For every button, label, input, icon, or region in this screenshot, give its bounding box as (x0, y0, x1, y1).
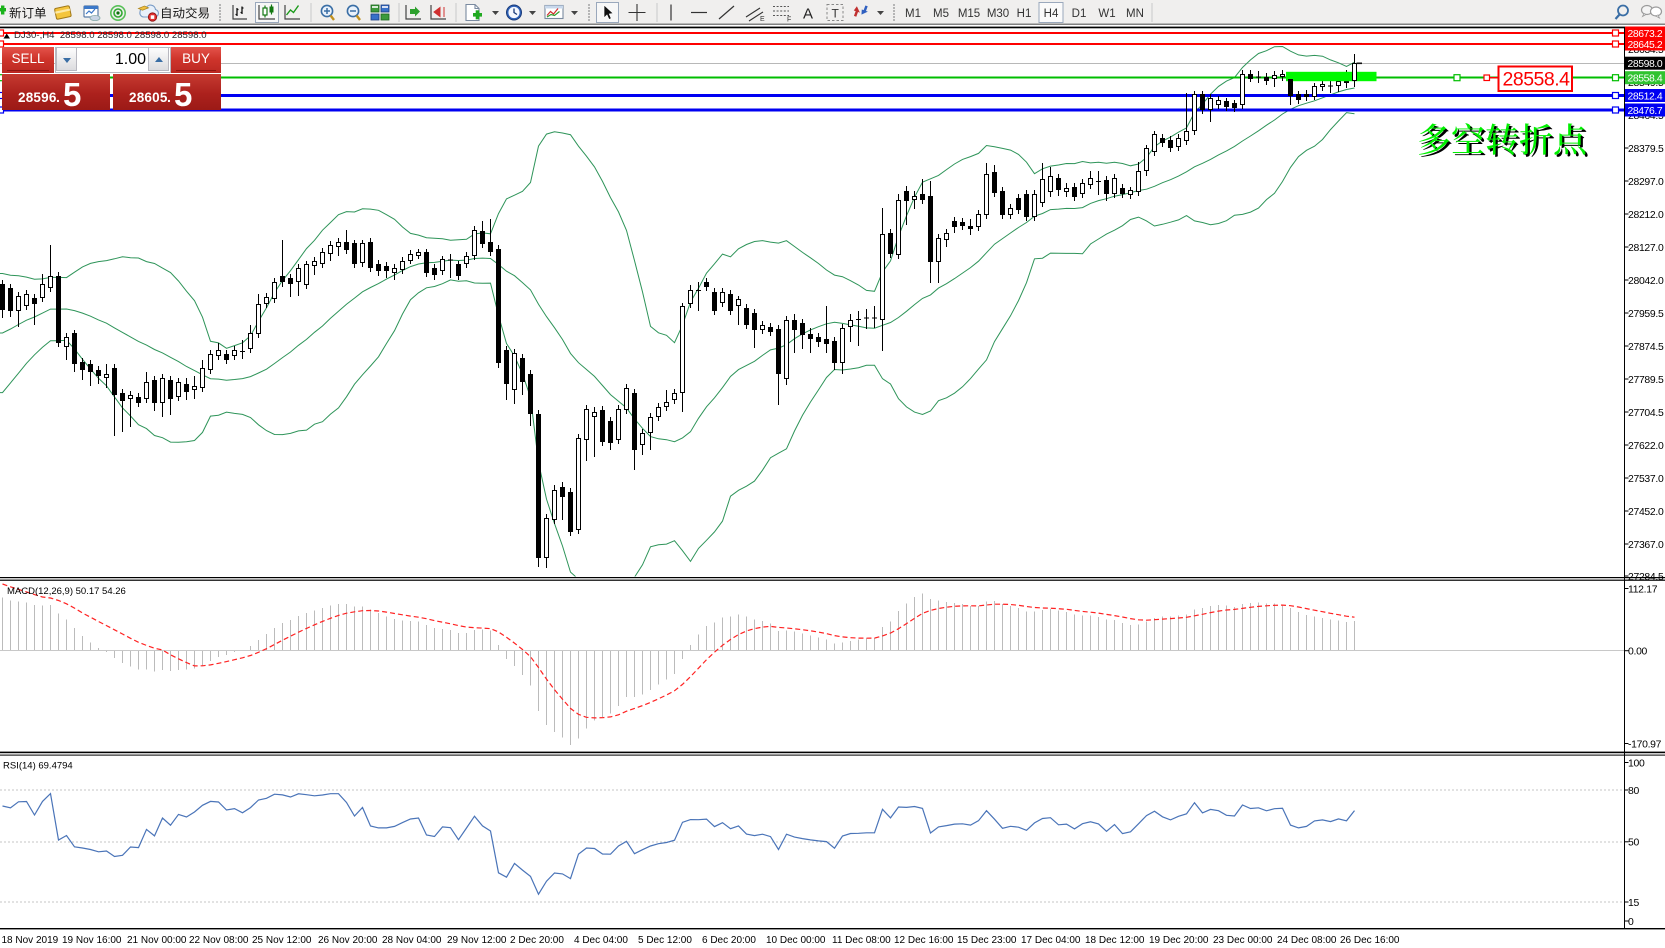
svg-text:19 Dec 20:00: 19 Dec 20:00 (1149, 935, 1209, 946)
svg-text:28558.4: 28558.4 (1503, 69, 1571, 91)
svg-text:27622.0: 27622.0 (1628, 441, 1664, 452)
svg-text:2 Dec 20:00: 2 Dec 20:00 (510, 935, 564, 946)
svg-text:6 Dec 20:00: 6 Dec 20:00 (702, 935, 756, 946)
svg-text:27537.0: 27537.0 (1628, 474, 1664, 485)
svg-text:F: F (787, 17, 791, 24)
svg-text:-170.97: -170.97 (1628, 739, 1662, 750)
svg-text:5 Dec 12:00: 5 Dec 12:00 (638, 935, 692, 946)
svg-text:DJ30-,H4 28598.0 28598.0 2859: DJ30-,H4 28598.0 28598.0 28598.0 28598.0 (14, 30, 207, 41)
svg-text:17 Dec 04:00: 17 Dec 04:00 (1021, 935, 1081, 946)
svg-text:0: 0 (1628, 917, 1634, 928)
svg-text:28042.0: 28042.0 (1628, 276, 1664, 287)
svg-text:28 Nov 04:00: 28 Nov 04:00 (382, 935, 442, 946)
svg-text:H4: H4 (1044, 8, 1059, 20)
svg-text:27959.5: 27959.5 (1628, 309, 1664, 320)
svg-text:28645.2: 28645.2 (1628, 40, 1663, 51)
svg-text:15: 15 (1628, 898, 1639, 909)
svg-text:23 Dec 00:00: 23 Dec 00:00 (1213, 935, 1273, 946)
svg-text:18 Nov 2019: 18 Nov 2019 (2, 935, 59, 946)
svg-text:29 Nov 12:00: 29 Nov 12:00 (447, 935, 507, 946)
svg-text:28512.4: 28512.4 (1628, 91, 1663, 102)
svg-text:27704.5: 27704.5 (1628, 408, 1664, 419)
svg-text:27789.5: 27789.5 (1628, 375, 1664, 386)
svg-text:27284.5: 27284.5 (1628, 572, 1664, 583)
svg-text:D1: D1 (1072, 8, 1087, 20)
svg-text:M15: M15 (958, 8, 980, 20)
svg-text:10 Dec 00:00: 10 Dec 00:00 (766, 935, 826, 946)
svg-text:E: E (760, 16, 765, 23)
svg-text:RSI(14) 69.4794: RSI(14) 69.4794 (3, 761, 73, 772)
svg-text:27367.0: 27367.0 (1628, 540, 1664, 551)
svg-text:0.00: 0.00 (1628, 647, 1648, 658)
svg-text:28558.4: 28558.4 (1628, 74, 1663, 85)
svg-text:M30: M30 (987, 8, 1009, 20)
svg-text:18 Dec 12:00: 18 Dec 12:00 (1085, 935, 1145, 946)
svg-text:15 Dec 23:00: 15 Dec 23:00 (957, 935, 1017, 946)
svg-text:27874.5: 27874.5 (1628, 342, 1664, 353)
svg-text:19 Nov 16:00: 19 Nov 16:00 (62, 935, 122, 946)
svg-text:50: 50 (1628, 838, 1639, 849)
svg-text:28673.2: 28673.2 (1628, 29, 1663, 40)
svg-text:21 Nov 00:00: 21 Nov 00:00 (127, 935, 187, 946)
svg-text:MACD(12,26,9) 50.17 54.26: MACD(12,26,9) 50.17 54.26 (7, 586, 126, 597)
svg-text:W1: W1 (1098, 8, 1115, 20)
svg-text:M5: M5 (933, 8, 949, 20)
svg-text:M1: M1 (905, 8, 921, 20)
svg-text:22 Nov 08:00: 22 Nov 08:00 (189, 935, 249, 946)
svg-text:MN: MN (1126, 8, 1144, 20)
svg-text:28127.0: 28127.0 (1628, 243, 1664, 254)
svg-text:4 Dec 04:00: 4 Dec 04:00 (574, 935, 628, 946)
svg-text:A: A (803, 6, 813, 23)
svg-text:28212.0: 28212.0 (1628, 210, 1664, 221)
svg-text:H1: H1 (1017, 8, 1032, 20)
svg-text:T: T (832, 7, 840, 21)
svg-text:27452.0: 27452.0 (1628, 507, 1664, 518)
svg-text:100: 100 (1628, 758, 1645, 769)
svg-text:12 Dec 16:00: 12 Dec 16:00 (894, 935, 954, 946)
svg-text:26 Nov 20:00: 26 Nov 20:00 (318, 935, 378, 946)
svg-text:26 Dec 16:00: 26 Dec 16:00 (1340, 935, 1400, 946)
svg-text:112.17: 112.17 (1628, 584, 1658, 595)
svg-text:80: 80 (1628, 786, 1639, 797)
svg-text:11 Dec 08:00: 11 Dec 08:00 (832, 935, 891, 946)
svg-text:24 Dec 08:00: 24 Dec 08:00 (1277, 935, 1337, 946)
svg-text:28379.5: 28379.5 (1628, 144, 1664, 155)
svg-text:25 Nov 12:00: 25 Nov 12:00 (252, 935, 312, 946)
svg-text:28297.0: 28297.0 (1628, 177, 1664, 188)
svg-text:28476.7: 28476.7 (1628, 106, 1663, 117)
svg-text:28598.0: 28598.0 (1628, 59, 1663, 70)
